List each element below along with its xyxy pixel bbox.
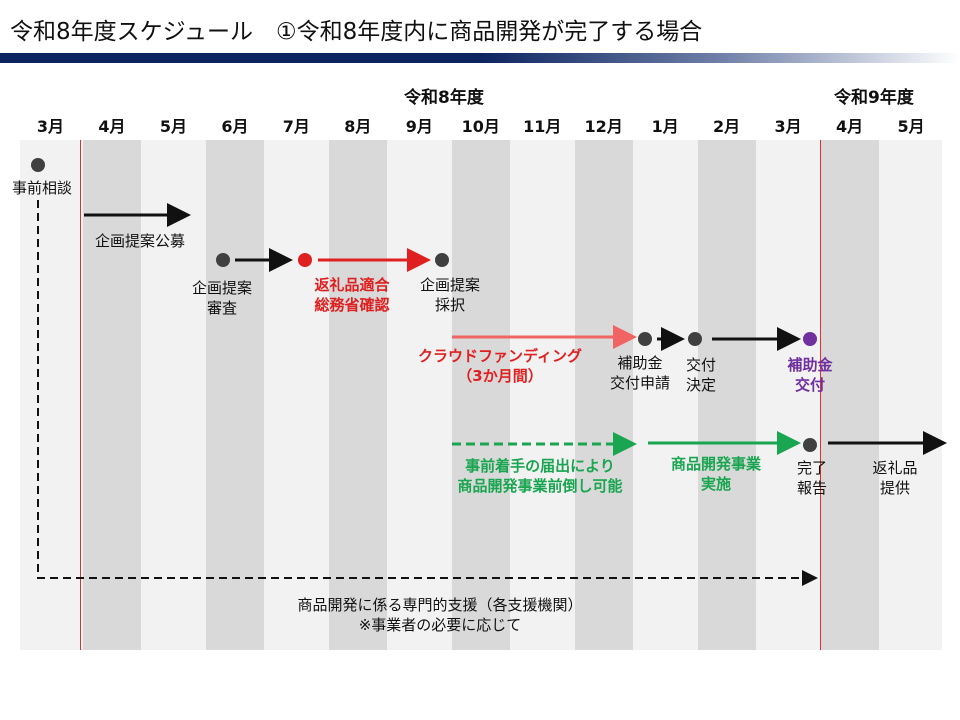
month-label: 2月 <box>713 117 741 136</box>
month-column-shade <box>83 140 141 650</box>
consult-label: 事前相談 <box>11 179 73 197</box>
month-column-shade <box>821 140 879 650</box>
page-title: 令和8年度スケジュール ①令和8年度内に商品開発が完了する場合 <box>10 19 703 45</box>
title-bar <box>0 53 960 63</box>
adoption-dot <box>435 253 449 267</box>
crowdfunding-label: クラウドファンディング （3か月間） <box>418 347 582 385</box>
early-start-label: 事前着手の届出により 商品開発事業前倒し可能 <box>457 457 623 495</box>
month-column-shade <box>206 140 264 650</box>
month-label: 4月 <box>98 117 126 136</box>
public-call-label: 企画提案公募 <box>94 232 186 250</box>
support-label: 商品開発に係る専門的支援（各支援機関） ※事業者の必要に応じて <box>297 596 583 634</box>
month-label: 11月 <box>523 117 562 136</box>
month-label: 9月 <box>405 117 433 136</box>
month-label: 5月 <box>159 117 187 136</box>
month-label: 12月 <box>584 117 623 136</box>
gift-supply-label: 返礼品 提供 <box>872 459 918 497</box>
grant-decision-label: 交付 決定 <box>685 356 717 394</box>
mic-check-dot <box>298 253 312 267</box>
review-label: 企画提案 審査 <box>191 279 253 317</box>
grant-payment-dot <box>803 332 817 346</box>
month-column-shade <box>698 140 756 650</box>
month-label: 1月 <box>651 117 679 136</box>
month-label: 4月 <box>835 117 864 136</box>
completion-dot <box>803 438 817 452</box>
fiscal-end-line <box>820 140 821 650</box>
mic-check-label: 返礼品適合 総務省確認 <box>314 276 390 314</box>
month-label: 8月 <box>344 117 372 136</box>
month-label: 3月 <box>36 117 65 136</box>
support-dashed-arrow <box>37 200 818 586</box>
month-label: 5月 <box>897 117 925 136</box>
month-column-shade <box>329 140 387 650</box>
adoption-label: 企画提案 採択 <box>419 276 481 314</box>
fiscal-start-line <box>80 140 81 650</box>
development-label: 商品開発事業 実施 <box>670 455 762 493</box>
month-label: 3月 <box>774 117 802 136</box>
fiscal-year-r8: 令和8年度 <box>404 88 484 108</box>
completion-label: 完了 報告 <box>796 459 828 497</box>
consult-dot <box>31 158 45 172</box>
grant-payment-label: 補助金 交付 <box>787 356 833 394</box>
month-label: 10月 <box>461 117 500 136</box>
grant-decision-dot <box>688 332 702 346</box>
month-label: 6月 <box>221 117 249 136</box>
grant-apply-label: 補助金 交付申請 <box>609 354 671 392</box>
month-column-shade <box>452 140 510 650</box>
month-column-shade <box>575 140 633 650</box>
grant-apply-dot <box>638 332 652 346</box>
review-dot <box>216 253 230 267</box>
fiscal-year-r9: 令和9年度 <box>834 88 914 108</box>
month-label: 7月 <box>282 117 310 136</box>
